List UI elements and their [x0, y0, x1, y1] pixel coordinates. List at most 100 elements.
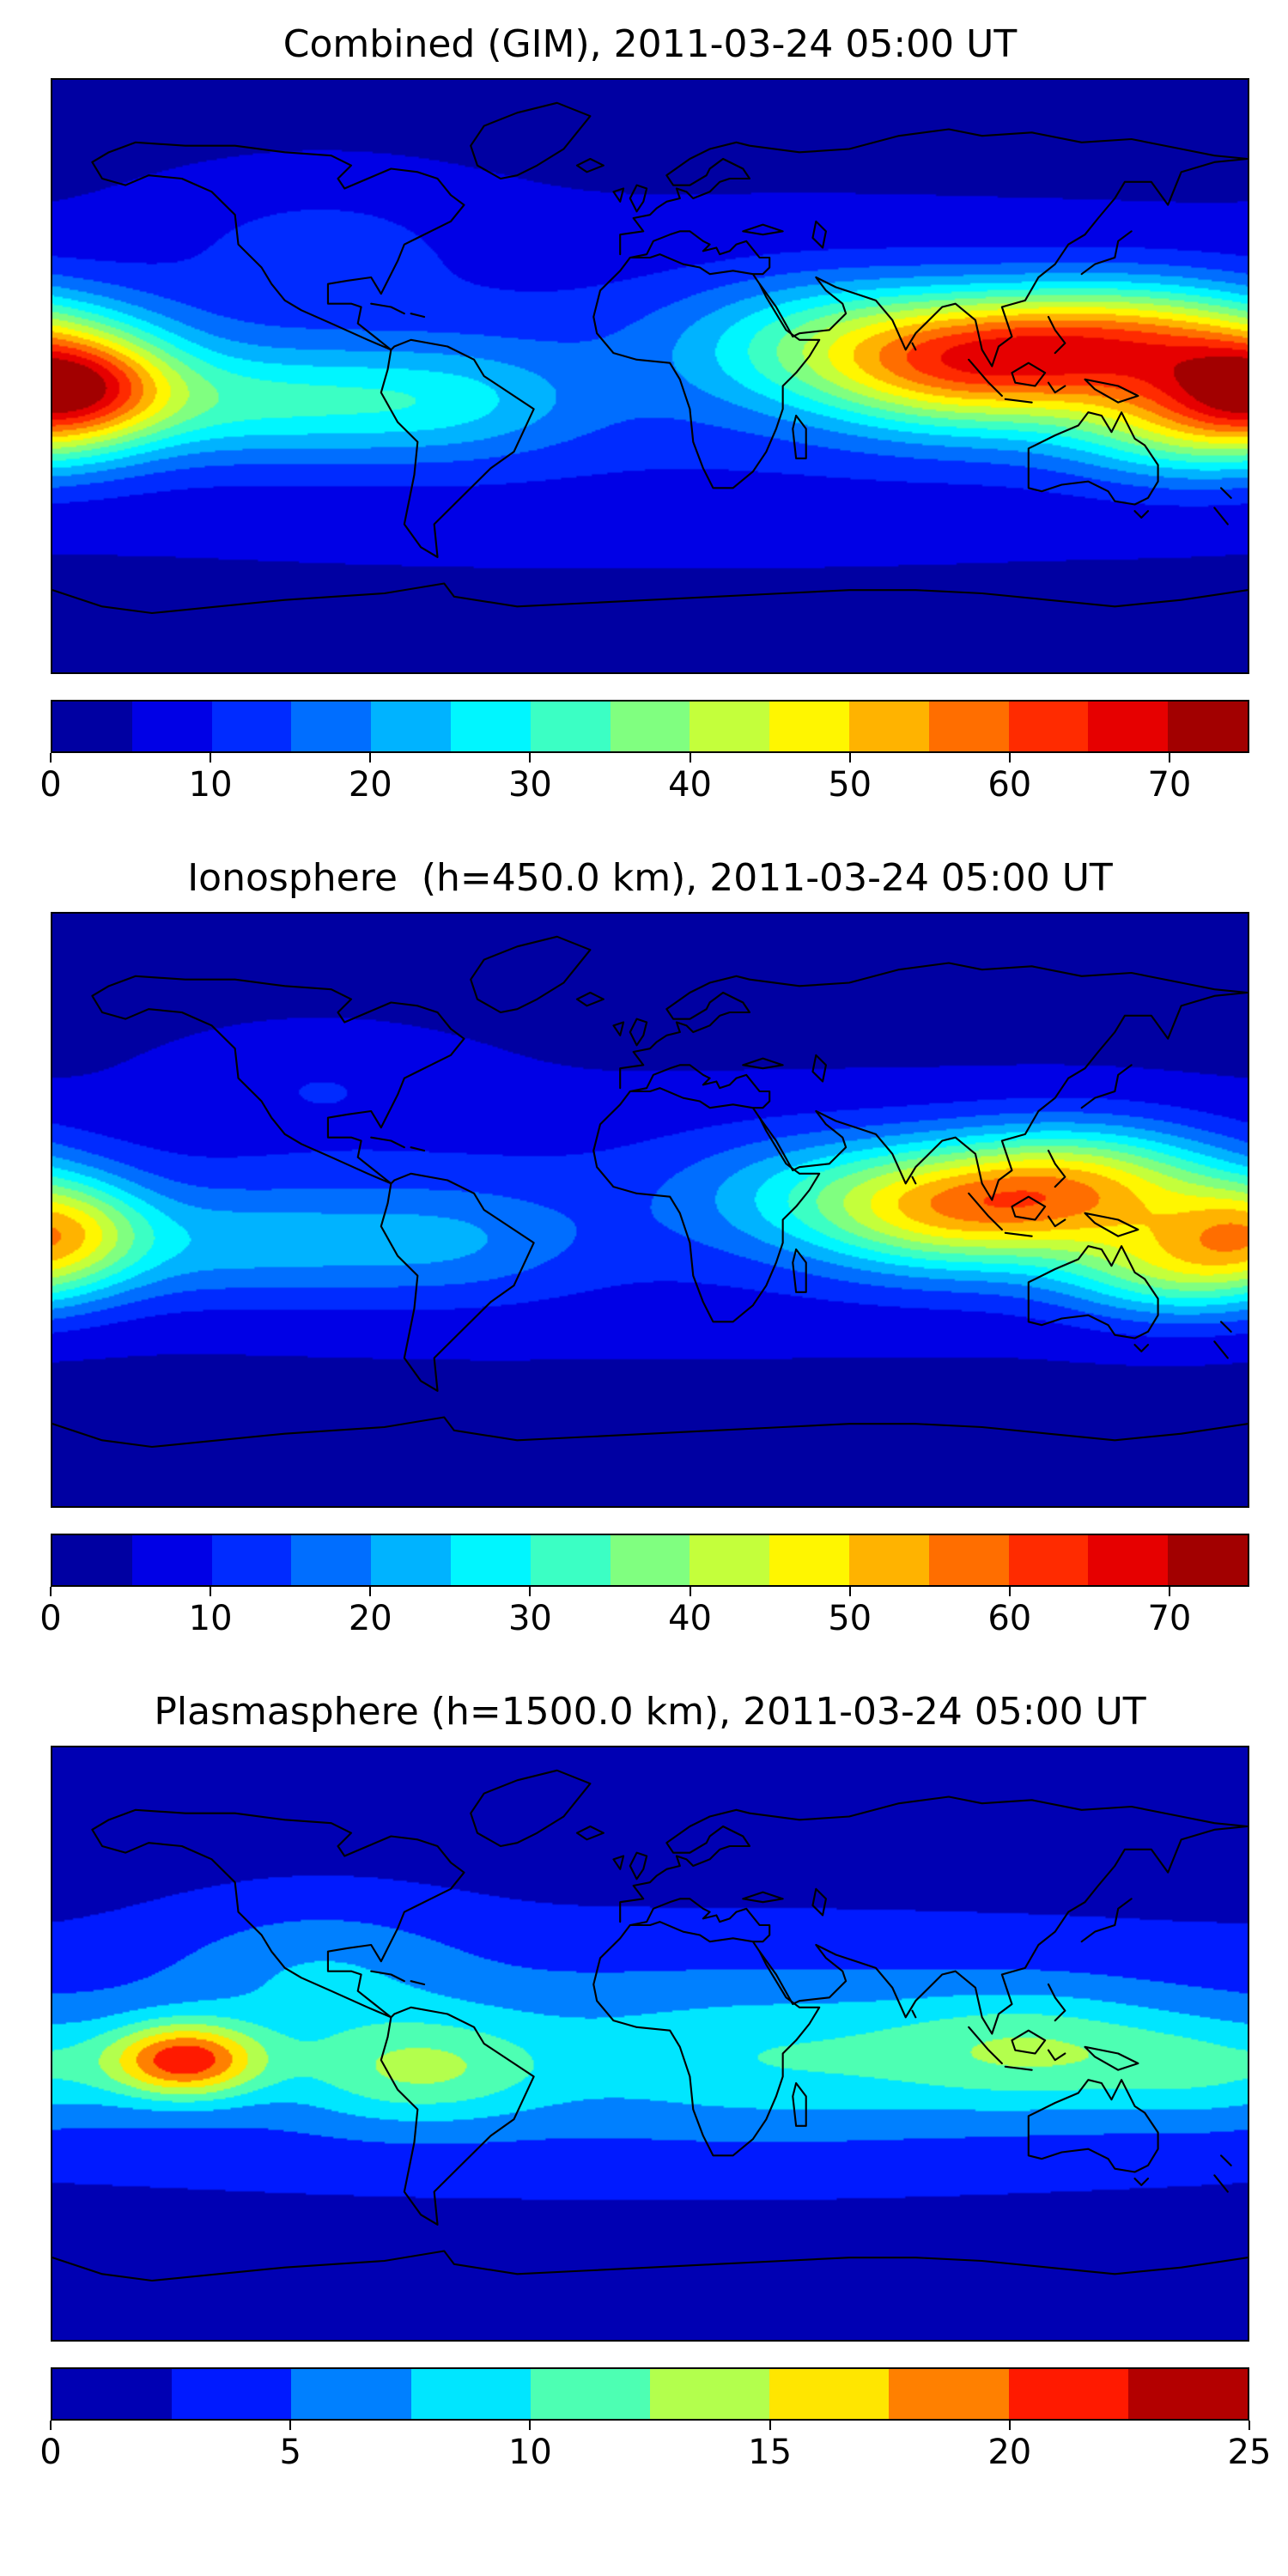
colorbar-segment	[769, 2369, 890, 2419]
colorbar-tick-mark	[210, 753, 212, 762]
panel-title: Combined (GIM), 2011-03-24 05:00 UT	[283, 22, 1018, 66]
colorbar-segment	[131, 1535, 212, 1585]
colorbar-segment	[371, 1535, 451, 1585]
panel-title: Plasmasphere (h=1500.0 km), 2011-03-24 0…	[154, 1690, 1146, 1734]
colorbar-segment	[610, 1535, 690, 1585]
colorbar-segment	[1088, 702, 1169, 751]
colorbar-tick-label: 0	[39, 1599, 62, 1638]
map-combined-gim	[51, 78, 1249, 674]
tec-figure: Combined (GIM), 2011-03-24 05:00 UT 0 10 2…	[39, 21, 1271, 2522]
colorbar-segment	[52, 2369, 173, 2419]
colorbar-segment	[1008, 2369, 1128, 2419]
colorbar-segment	[450, 702, 531, 751]
colorbar-segment	[928, 702, 1009, 751]
colorbar-segment	[371, 702, 451, 751]
colorbar	[51, 1534, 1249, 1587]
colorbar-tick-label: 70	[1147, 765, 1192, 805]
colorbar-segment	[610, 702, 690, 751]
colorbar-segment	[52, 1535, 132, 1585]
colorbar-segment	[690, 1535, 770, 1585]
colorbar-tick-mark	[210, 1587, 212, 1596]
colorbar-tick-label: 30	[507, 765, 552, 805]
colorbar-tick-label: 60	[987, 1599, 1032, 1638]
colorbar-segment	[211, 702, 292, 751]
colorbar-tick-mark	[50, 753, 52, 762]
colorbar-tick-mark	[1249, 2421, 1250, 2430]
colorbar-ticks: 0 10 20 30 40 50 60 70	[39, 1587, 1249, 1640]
coastlines-overlay	[52, 1769, 1248, 2282]
colorbar-ticks: 0 10 20 30 40 50 60 70	[39, 753, 1249, 806]
map-plasmasphere	[51, 1746, 1249, 2342]
colorbar-segment	[848, 702, 929, 751]
colorbar-tick-mark	[1008, 753, 1011, 762]
colorbar-segment	[1127, 2369, 1249, 2419]
colorbar-segment	[1008, 1535, 1089, 1585]
colorbar-tick-mark	[289, 2421, 292, 2430]
panel-ionosphere: Ionosphere (h=450.0 km), 2011-03-24 05:0…	[39, 854, 1249, 1688]
colorbar-tick-label: 10	[188, 765, 233, 805]
colorbar-segment	[928, 1535, 1009, 1585]
colorbar-segment	[889, 2369, 1009, 2419]
colorbar-tick-label: 20	[987, 2433, 1032, 2472]
colorbar-tick-label: 0	[39, 2433, 62, 2472]
colorbar-tick-mark	[689, 1587, 691, 1596]
colorbar-tick-label: 10	[507, 2433, 552, 2472]
colorbar-segment	[450, 1535, 531, 1585]
colorbar-tick-mark	[369, 753, 372, 762]
colorbar-tick-label: 20	[348, 1599, 392, 1638]
colorbar-tick-mark	[848, 1587, 851, 1596]
colorbar-segment	[1088, 1535, 1169, 1585]
colorbar-tick-label: 25	[1227, 2433, 1272, 2472]
coastlines-overlay	[52, 935, 1248, 1449]
colorbar-tick-mark	[689, 753, 691, 762]
tec-field-canvas	[52, 80, 1248, 672]
colorbar-segment	[172, 2369, 292, 2419]
colorbar-ticks: 0 5 10 15 20 25	[39, 2421, 1271, 2474]
colorbar-segment	[410, 2369, 531, 2419]
colorbar-tick-mark	[1168, 753, 1170, 762]
colorbar-tick-mark	[529, 753, 532, 762]
colorbar-segment	[530, 2369, 651, 2419]
colorbar-segment	[211, 1535, 292, 1585]
colorbar-segment	[769, 702, 849, 751]
colorbar-tick-mark	[848, 753, 851, 762]
colorbar-tick-label: 40	[668, 1599, 712, 1638]
colorbar-tick-label: 40	[668, 765, 712, 805]
colorbar-tick-mark	[50, 2421, 52, 2430]
tec-field-canvas	[52, 914, 1248, 1506]
colorbar-segment	[848, 1535, 929, 1585]
colorbar-segment	[690, 702, 770, 751]
colorbar-segment	[52, 702, 132, 751]
colorbar-segment	[291, 2369, 411, 2419]
colorbar-segment	[291, 702, 372, 751]
colorbar	[51, 2367, 1249, 2421]
panel-title: Ionosphere (h=450.0 km), 2011-03-24 05:0…	[187, 856, 1113, 900]
colorbar-segment	[1008, 702, 1089, 751]
colorbar-tick-label: 0	[39, 765, 62, 805]
map-ionosphere	[51, 912, 1249, 1508]
colorbar-tick-label: 30	[507, 1599, 552, 1638]
coastlines-overlay	[52, 101, 1248, 615]
colorbar-tick-mark	[769, 2421, 771, 2430]
colorbar-segment	[530, 1535, 611, 1585]
colorbar-segment	[1168, 1535, 1248, 1585]
colorbar-tick-mark	[1008, 2421, 1011, 2430]
colorbar-segment	[291, 1535, 372, 1585]
colorbar-segment	[131, 702, 212, 751]
colorbar-segment	[650, 2369, 770, 2419]
colorbar-tick-mark	[529, 1587, 532, 1596]
colorbar-tick-mark	[1168, 1587, 1170, 1596]
colorbar-tick-label: 20	[348, 765, 392, 805]
colorbar-segment	[530, 702, 611, 751]
colorbar	[51, 700, 1249, 753]
panel-plasmasphere: Plasmasphere (h=1500.0 km), 2011-03-24 0…	[39, 1688, 1271, 2522]
colorbar-tick-label: 10	[188, 1599, 233, 1638]
colorbar-tick-label: 70	[1147, 1599, 1192, 1638]
colorbar-tick-label: 5	[279, 2433, 301, 2472]
colorbar-tick-mark	[1008, 1587, 1011, 1596]
colorbar-tick-label: 60	[987, 765, 1032, 805]
colorbar-tick-label: 50	[828, 1599, 872, 1638]
colorbar-tick-mark	[50, 1587, 52, 1596]
colorbar-segment	[1168, 702, 1248, 751]
panel-combined-gim: Combined (GIM), 2011-03-24 05:00 UT 0 10 2…	[39, 21, 1249, 854]
